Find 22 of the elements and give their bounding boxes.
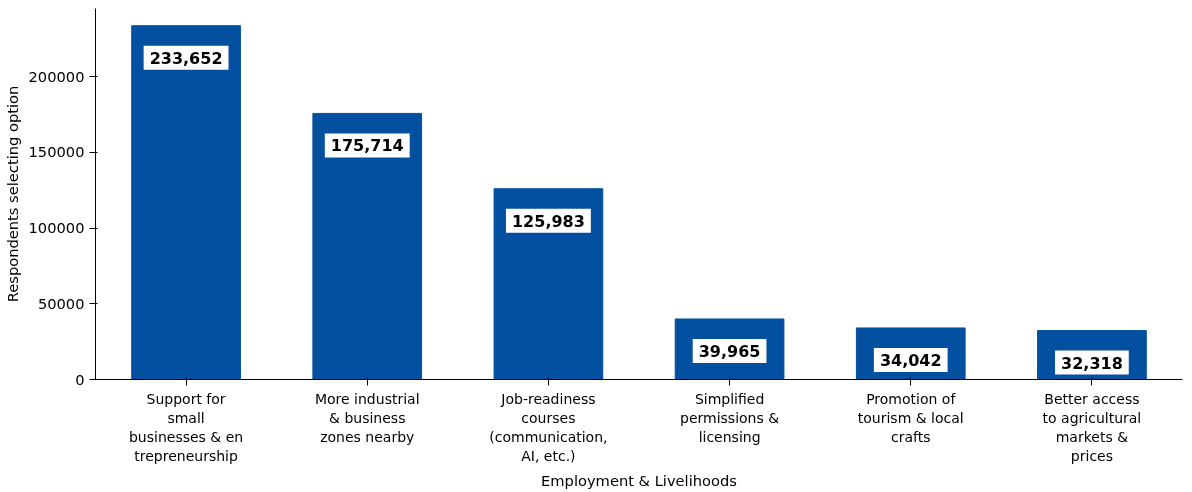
- data-label: 34,042: [879, 350, 942, 370]
- x-tick-label: Support for small businesses & en trepreneurship: [128, 390, 244, 465]
- data-label: 39,965: [698, 341, 761, 361]
- data-label: 175,714: [330, 136, 404, 156]
- x-axis-title: Employment & Livelihoods: [541, 472, 737, 490]
- x-tick-label: Job-readiness courses (communication, AI, etc.): [489, 390, 608, 465]
- x-tick-label: More industrial & business zones nearby: [314, 390, 420, 445]
- y-tick-label: 100000: [28, 219, 85, 237]
- x-tick-label: Promotion of tourism & local crafts: [857, 390, 964, 445]
- bar: [312, 112, 423, 380]
- bar: [493, 188, 604, 380]
- data-label: 233,652: [149, 48, 223, 68]
- y-tick-label: 0: [75, 370, 85, 388]
- data-label: 125,983: [511, 211, 585, 231]
- x-tick-label: Better access to agricultural markets & prices: [1042, 390, 1142, 465]
- y-tick-label: 50000: [37, 294, 85, 312]
- y-tick-label: 150000: [28, 143, 85, 161]
- x-tick-label: Simplified permissions & licensing: [680, 390, 780, 445]
- bar: [131, 25, 241, 380]
- y-tick-label: 200000: [28, 67, 85, 85]
- y-axis-title: Respondents selecting option: [3, 85, 21, 303]
- data-label: 32,318: [1061, 353, 1123, 373]
